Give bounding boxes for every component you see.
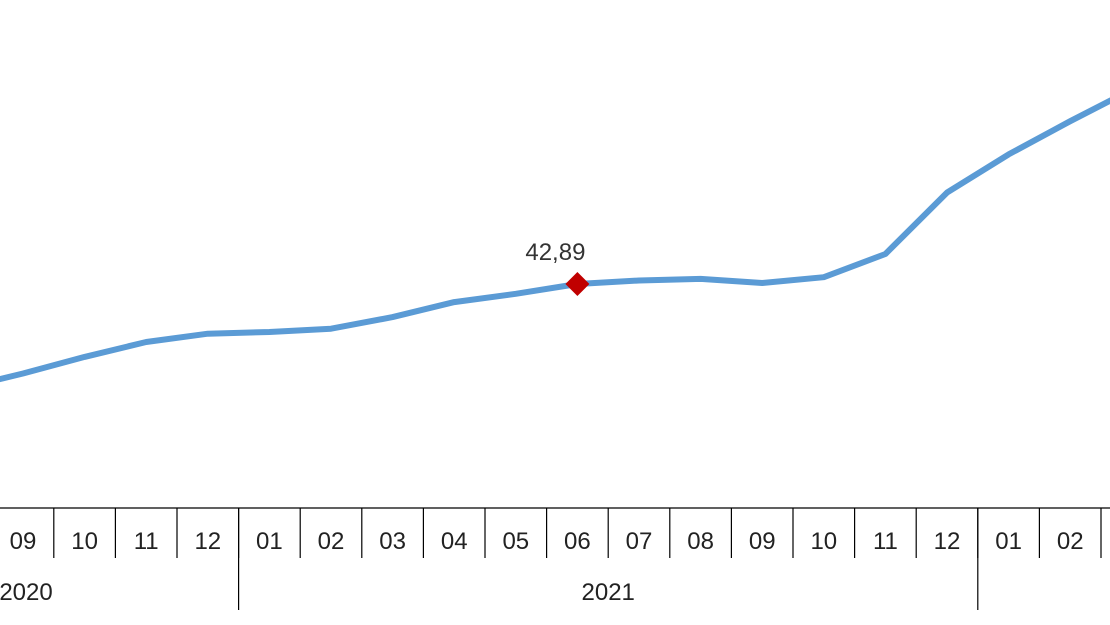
x-tick-label: 03 — [379, 528, 406, 555]
x-axis: 09 10 11 12 01 02 03 04 05 06 07 08 09 10 11 12 01 02 2020… — [0, 507, 1110, 610]
x-tick-label: 09 — [749, 528, 776, 555]
x-tick-label: 12 — [194, 528, 221, 555]
highlight-data-label: 42,89 — [525, 239, 585, 266]
x-tick-label: 02 — [1057, 528, 1084, 555]
x-tick-label: 01 — [256, 528, 283, 555]
x-tick-label: 10 — [71, 528, 98, 555]
x-tick-label: 09 — [10, 528, 37, 555]
x-tick-label: 01 — [995, 528, 1022, 555]
x-tick-label: 02 — [318, 528, 345, 555]
x-tick-label: 04 — [441, 528, 468, 555]
x-tick-label: 05 — [502, 528, 529, 555]
series-line — [0, 97, 1110, 383]
x-tick-label: 10 — [810, 528, 837, 555]
x-tick-label: 08 — [687, 528, 714, 555]
x-tick-label: 07 — [626, 528, 653, 555]
year-label: 2020 — [0, 579, 53, 606]
x-tick-label: 12 — [934, 528, 961, 555]
x-tick-label: 06 — [564, 528, 591, 555]
x-tick-label: 11 — [134, 528, 159, 555]
highlight-marker — [565, 272, 590, 297]
year-label: 2021 — [582, 579, 635, 606]
x-tick-label: 11 — [873, 528, 898, 555]
plot-area: 42,89 — [0, 97, 1110, 383]
